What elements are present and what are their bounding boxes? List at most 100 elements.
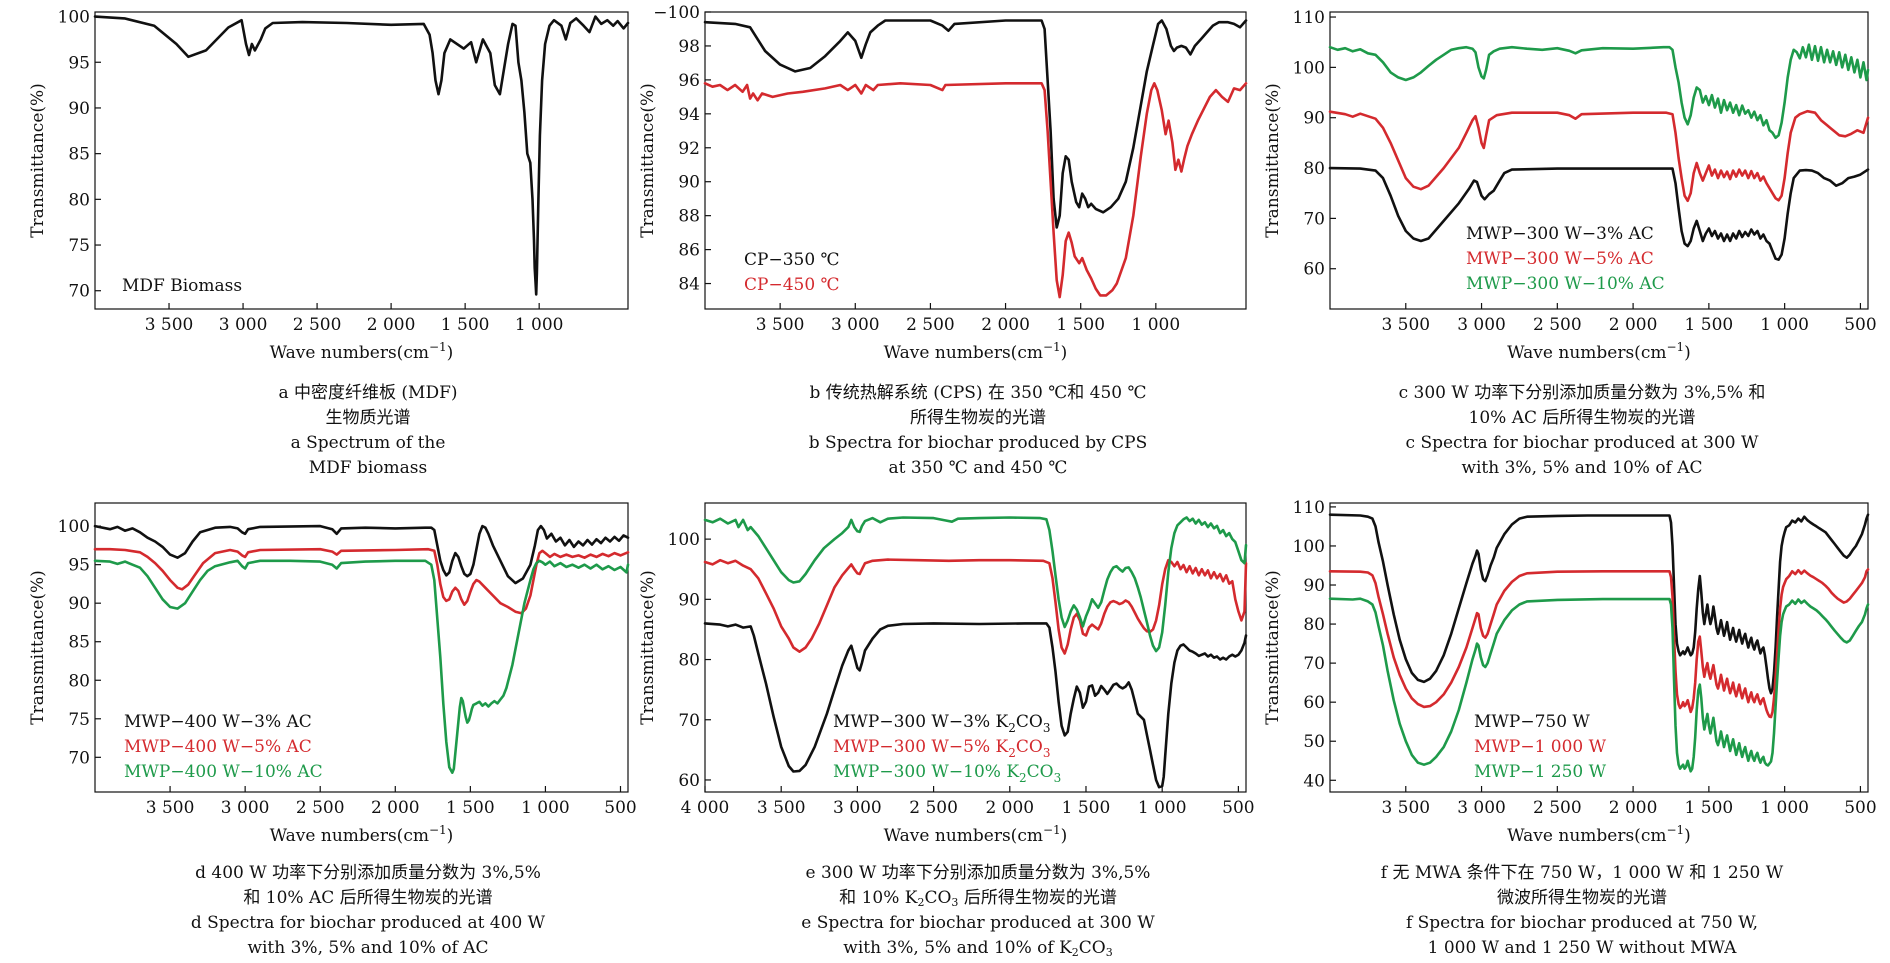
- plot-frame: [94, 11, 629, 310]
- caption-e: e 300 W 功率下分别添加质量分数为 3%,5% 和 10% K2CO3 后…: [668, 861, 1288, 961]
- y-axis-label: Transmittance(%): [638, 570, 658, 725]
- series-line-c-1: [1328, 166, 1870, 261]
- y-tick-label: 70: [1303, 209, 1325, 229]
- chart-panel-d: 3 500 3 000 2 500 2 000 1 500 1 000 500 70 75 80 8…: [28, 502, 637, 846]
- x-tick-label: 3 500: [145, 315, 194, 335]
- caption-f-en-2: 1 000 W and 1 250 W without MWA: [1427, 938, 1737, 958]
- y-tick-label: 100: [1293, 537, 1325, 557]
- x-tick-label: 1 000: [1138, 798, 1187, 818]
- y-tick-label: 98: [678, 37, 700, 57]
- x-tick-label: 1 500: [1056, 315, 1105, 335]
- y-tick-label: 75: [68, 236, 90, 256]
- x-axis-label-sup: −1: [1043, 823, 1061, 837]
- x-axis-label-text: Wave numbers(cm: [884, 343, 1043, 363]
- caption-e-en-sub-3: 3: [1105, 946, 1113, 959]
- y-tick-label: 100: [58, 8, 90, 28]
- legend-entry-d-2: MWP−400 W−5% AC: [124, 737, 312, 757]
- caption-b-en-2: at 350 ℃ and 450 ℃: [888, 458, 1068, 478]
- caption-a-en-2: MDF biomass: [308, 458, 428, 478]
- x-tick-label: 500: [1222, 798, 1254, 818]
- caption-c: c 300 W 功率下分别添加质量分数为 3%,5% 和 10% AC 后所得生…: [1272, 381, 1890, 481]
- x-tick-label: 3 500: [1381, 315, 1430, 335]
- y-tick-label: 88: [678, 207, 700, 227]
- legend-entry-f-2: MWP−1 000 W: [1474, 737, 1607, 757]
- series-line-c-2: [1328, 109, 1870, 203]
- x-tick-label: 2 000: [985, 798, 1034, 818]
- x-tick-label: 2 500: [296, 798, 345, 818]
- legend-text: MWP−400 W−3% AC: [124, 712, 312, 732]
- x-axis-label-text: Wave numbers(cm: [270, 826, 429, 846]
- series-line-e-2: [703, 558, 1248, 655]
- legend-sub-3: 3: [1043, 721, 1051, 735]
- x-tick-label: 2 000: [1609, 798, 1658, 818]
- legend-text: MWP−300 W−10% K: [833, 762, 1019, 782]
- x-tick-label: 1 500: [1685, 315, 1734, 335]
- x-tick-label: 2 000: [367, 315, 416, 335]
- legend-entry-c-2: MWP−300 W−5% AC: [1466, 249, 1654, 269]
- legend-text: MWP−300 W−3% K: [833, 712, 1009, 732]
- legend-text: MWP−1 000 W: [1474, 737, 1607, 757]
- caption-e-en-co: CO: [1078, 938, 1106, 958]
- x-tick-label: 500: [604, 798, 636, 818]
- y-tick-label: 110: [1293, 8, 1325, 28]
- caption-e-zh-co: CO: [924, 888, 952, 908]
- caption-f-zh-1: f 无 MWA 条件下在 750 W，1 000 W 和 1 250 W: [1380, 863, 1784, 883]
- x-axis-label-close: ): [447, 826, 454, 846]
- x-tick-label: 1 500: [441, 315, 490, 335]
- chart-panel-f: 3 500 3 000 2 500 2 000 1 500 1 000 500 40 50 60 7…: [1263, 498, 1877, 846]
- series-line-b-1: [703, 19, 1248, 229]
- legend-co: CO: [1027, 762, 1054, 782]
- legend-entry-c-3: MWP−300 W−10% AC: [1466, 274, 1665, 294]
- caption-d-zh-2: 和 10% AC 后所得生物炭的光谱: [243, 888, 493, 908]
- y-tick-label: 85: [68, 145, 90, 165]
- y-tick-label: 60: [1303, 260, 1325, 280]
- y-tick-label: 60: [678, 771, 700, 791]
- caption-a-en-1: a Spectrum of the: [290, 433, 446, 453]
- y-axis-label: Transmittance(%): [28, 83, 48, 238]
- y-tick-label: 80: [68, 190, 90, 210]
- x-tick-label: 2 500: [293, 315, 342, 335]
- y-tick-label: 90: [68, 99, 90, 119]
- series-line-d-3: [93, 559, 630, 774]
- caption-a-zh-1: a 中密度纤维板 (MDF): [278, 383, 458, 403]
- caption-c-zh-1: c 300 W 功率下分别添加质量分数为 3%,5% 和: [1398, 383, 1766, 403]
- series-line-e-1: [703, 622, 1248, 789]
- y-axis-label: Transmittance(%): [1263, 83, 1283, 238]
- chart-panel-a: 3 500 3 000 2 500 2 000 1 500 1 000 70 75 80 85 90…: [28, 8, 630, 363]
- legend-text: MWP−300 W−5% K: [833, 737, 1009, 757]
- x-tick-label: 2 500: [909, 798, 958, 818]
- x-tick-label: 1 500: [1685, 798, 1734, 818]
- legend-text: MWP−300 W−3% AC: [1466, 224, 1654, 244]
- x-tick-label: 1 000: [521, 798, 570, 818]
- x-tick-label: 3 500: [1381, 798, 1430, 818]
- caption-e-zh-sub-2: 2: [917, 896, 925, 909]
- y-tick-label: 90: [678, 173, 700, 193]
- series-line-f-3: [1328, 597, 1870, 773]
- x-axis-label-sup: −1: [1666, 823, 1684, 837]
- y-tick-label: 85: [68, 633, 90, 653]
- y-tick-label: 80: [1303, 615, 1325, 635]
- caption-a-zh-2: 生物质光谱: [325, 408, 411, 428]
- x-tick-label: 2 500: [1533, 798, 1582, 818]
- y-tick-label: 50: [1303, 732, 1325, 752]
- chart-panel-e: 4 000 3 500 3 000 2 500 2 000 1 500 1 000 500 60…: [638, 502, 1255, 846]
- caption-f-en-1: f Spectra for biochar produced at 750 W,: [1405, 913, 1759, 933]
- y-tick-label: 70: [68, 748, 90, 768]
- y-tick-label: 86: [678, 241, 700, 261]
- x-axis-label-sup: −1: [429, 823, 447, 837]
- legend-co: CO: [1016, 737, 1043, 757]
- x-tick-label: 2 500: [906, 315, 955, 335]
- series-line-f-2: [1328, 568, 1870, 719]
- y-tick-label: 80: [1303, 159, 1325, 179]
- caption-f-zh-2: 微波所得生物炭的光谱: [1497, 888, 1667, 908]
- y-tick-label: 95: [68, 556, 90, 576]
- series-line-f-1: [1328, 513, 1870, 695]
- x-tick-label: 3 000: [831, 315, 880, 335]
- caption-e-zh-sub-3: 3: [951, 896, 959, 909]
- legend-co: CO: [1016, 712, 1043, 732]
- series-line-d-2: [93, 547, 630, 615]
- y-tick-label: 94: [678, 105, 700, 125]
- legend-text: MWP−400 W−5% AC: [124, 737, 312, 757]
- legend-text: CP−450 ℃: [744, 275, 840, 295]
- x-axis-label-sup: −1: [429, 340, 447, 354]
